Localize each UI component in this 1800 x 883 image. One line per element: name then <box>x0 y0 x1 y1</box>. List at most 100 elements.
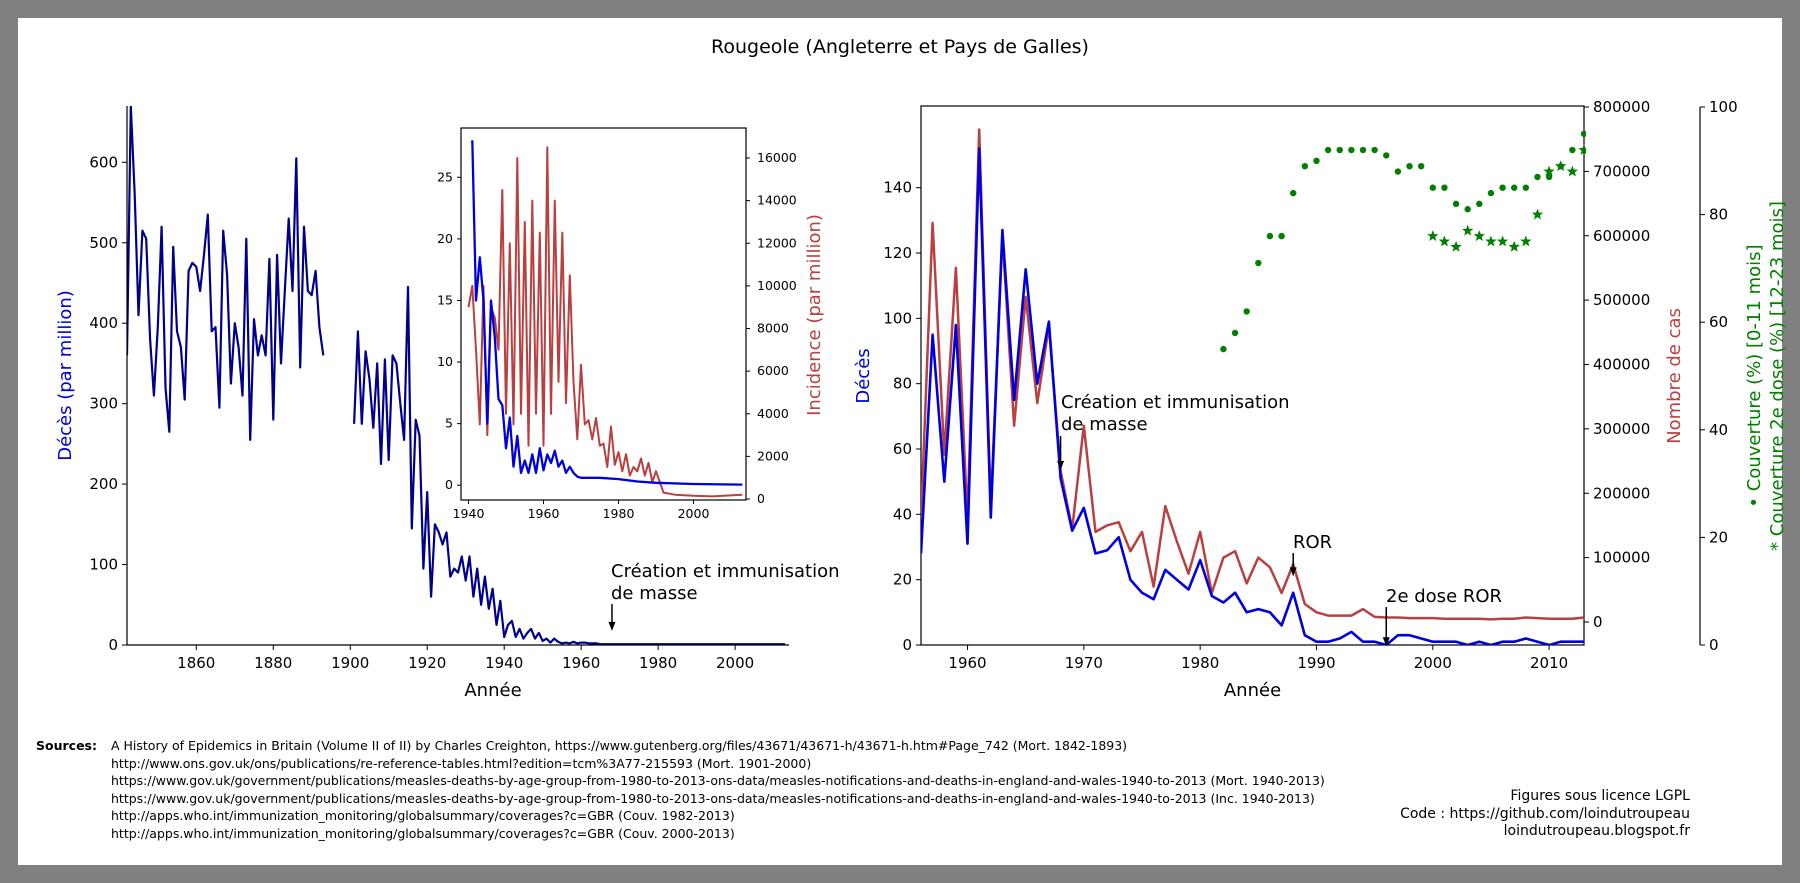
annotation-text-line: Création et immunisation <box>1061 392 1290 413</box>
y-tick-label-right: 400000 <box>1593 356 1650 374</box>
annotation-arrow-head <box>608 621 616 631</box>
y-tick-label: 120 <box>883 244 912 262</box>
figure-title: Rougeole (Angleterre et Pays de Galles) <box>711 36 1089 58</box>
left-x-axis-title: Année <box>464 680 521 701</box>
coverage-dot-marker <box>1487 189 1495 197</box>
coverage-star-marker <box>1566 165 1579 177</box>
inset-right-axis-title: Incidence (par million) <box>804 214 825 416</box>
y-tick-label-right: 100000 <box>1593 549 1650 567</box>
source-line: http://apps.who.int/immunization_monitor… <box>111 825 735 841</box>
y-tick-label-right: 200000 <box>1593 484 1650 502</box>
license-line: Figures sous licence LGPL <box>1510 788 1690 804</box>
coverage-star-marker <box>1450 240 1462 252</box>
series-line-deaths-per-million <box>353 330 402 466</box>
y-tick-label: 20 <box>437 231 453 246</box>
x-tick-label: 1960 <box>562 654 600 672</box>
y-tick-label: 40 <box>893 505 912 523</box>
y-tick-label-right: 0 <box>757 491 765 506</box>
annotation-arrow-head <box>1289 567 1297 577</box>
coverage-dot-marker <box>1359 146 1367 154</box>
y-tick-label-right: 700000 <box>1593 162 1650 180</box>
coverage-dot-marker <box>1336 146 1343 154</box>
series-line-deaths-per-million <box>127 106 325 441</box>
y-tick-label: 15 <box>437 292 453 307</box>
coverage-dot-marker <box>1290 189 1297 197</box>
coverage-star-marker <box>1496 235 1509 247</box>
y-tick-label-coverage: 0 <box>1709 636 1719 654</box>
y-tick-label-right: 14000 <box>757 193 797 208</box>
y-tick-label: 5 <box>445 416 453 431</box>
inset-chart: 1940 1960 1980 2000 0 5 10 15 20 25 0 2000 4000 6000 8… <box>437 127 825 521</box>
y-tick-label-right: 16000 <box>757 150 797 165</box>
coverage-dot-marker <box>1266 232 1274 240</box>
y-tick-label-right: 600000 <box>1593 227 1650 245</box>
coverage-dot-marker <box>1569 146 1576 154</box>
y-tick-label-coverage: 100 <box>1709 98 1738 116</box>
x-tick-label: 2000 <box>1414 654 1452 672</box>
y-tick-label-coverage: 20 <box>1709 528 1728 546</box>
right-frame <box>920 105 1585 646</box>
y-tick-label-right: 12000 <box>757 235 797 250</box>
license-line: Code : https://github.com/loindutroupeau <box>1400 805 1690 822</box>
y-tick-label: 300 <box>89 395 118 413</box>
y-tick-label: 0 <box>902 636 912 654</box>
x-tick-label: 1900 <box>331 654 369 672</box>
coverage-dot-marker <box>1220 345 1227 353</box>
coverage-axis-title-line: • Couverture (%) [0-11 mois] <box>1744 244 1765 507</box>
y-tick-label: 400 <box>89 314 118 332</box>
coverage-star-marker <box>1508 240 1520 252</box>
x-tick-label: 1980 <box>1181 654 1219 672</box>
x-tick-label: 1880 <box>254 654 292 672</box>
coverage-star-marker <box>1485 235 1497 247</box>
license-block: Figures sous licence LGPL Code : https:/… <box>1400 788 1690 841</box>
annotation-arrow-head <box>1057 460 1065 470</box>
y-tick-label-right: 10000 <box>757 278 797 293</box>
annotation-text-line: Création et immunisation <box>611 561 840 582</box>
left-series-group <box>127 106 786 645</box>
coverage-dot-marker <box>1301 162 1309 170</box>
coverage-dot-marker <box>1313 157 1320 164</box>
right-chart: 1960 1970 1980 1990 2000 20100204060801001201… <box>853 98 1788 701</box>
coverage-star-marker <box>1427 230 1439 241</box>
series-line-deaths <box>921 147 1584 645</box>
coverage-dot-marker <box>1499 184 1506 191</box>
coverage-star-marker <box>1531 208 1544 220</box>
coverage-dot-marker <box>1522 184 1530 191</box>
y-tick-label: 10 <box>437 354 453 369</box>
coverage-dot-marker <box>1255 259 1262 267</box>
left-chart: 1860 1880 1900 1920 1940 1960 1980 200001002003… <box>55 106 840 701</box>
annotation-arrow-head <box>1382 637 1390 647</box>
coverage-dot-marker <box>1231 329 1239 337</box>
y-tick-label: 20 <box>893 571 912 589</box>
coverage-dot-marker <box>1441 184 1448 191</box>
x-tick-label: 2000 <box>678 506 710 521</box>
sources-list: A History of Epidemics in Britain (Volum… <box>111 737 1325 843</box>
coverage-dot-marker <box>1476 200 1483 208</box>
x-tick-label: 1980 <box>603 506 635 521</box>
y-tick-label: 0 <box>108 636 118 654</box>
series-line-incidence <box>467 146 743 498</box>
coverage-dot-marker <box>1348 146 1355 154</box>
coverage-dot-marker <box>1511 184 1518 191</box>
coverage-star-marker <box>1520 235 1532 247</box>
right-y-axis-title: Décès <box>853 348 874 403</box>
coverage-star-marker <box>1462 224 1474 236</box>
coverage-dot-marker <box>1464 206 1471 213</box>
coverage-dot-marker <box>1383 152 1390 159</box>
coverage-star-marker <box>1555 160 1567 171</box>
right-series-group <box>921 128 1586 645</box>
y-tick-label: 25 <box>437 169 453 184</box>
coverage-dot-marker <box>1278 232 1285 240</box>
x-tick-label: 2000 <box>716 654 754 672</box>
source-line: http://apps.who.int/immunization_monitor… <box>111 808 735 824</box>
x-tick-label: 1860 <box>177 654 215 672</box>
coverage-dot-marker <box>1580 130 1586 138</box>
y-tick-label: 100 <box>89 556 118 574</box>
annotation-text-line: 2e dose ROR <box>1386 586 1502 607</box>
x-tick-label: 1920 <box>408 654 446 672</box>
coverage-star-marker <box>1543 165 1555 177</box>
y-tick-label-right: 0 <box>1593 613 1603 631</box>
y-tick-label-coverage: 40 <box>1709 421 1728 439</box>
y-tick-label-right: 6000 <box>757 363 789 378</box>
